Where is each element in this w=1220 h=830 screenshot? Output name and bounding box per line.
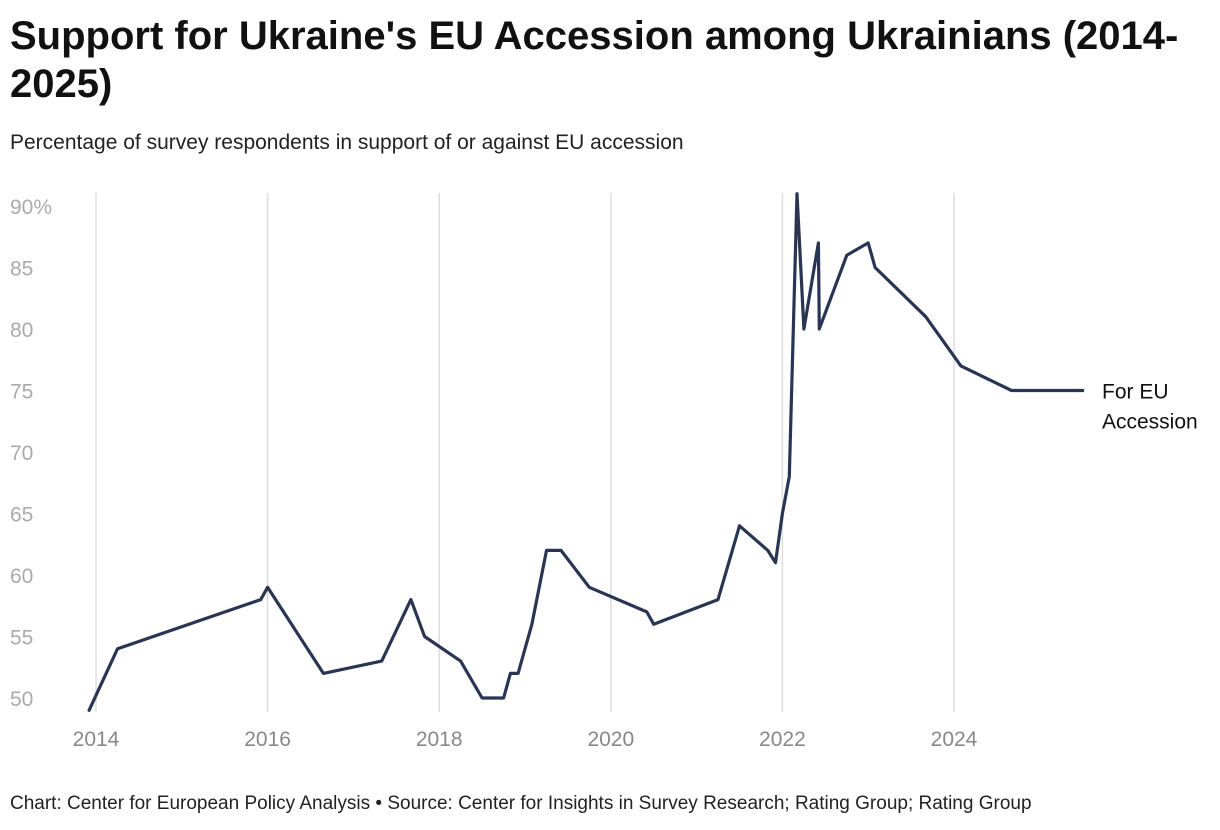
y-tick-label: 70 xyxy=(10,442,33,465)
y-tick-label: 80 xyxy=(10,319,33,342)
gridlines xyxy=(95,193,955,712)
x-tick-label: 2018 xyxy=(416,728,463,751)
x-tick-label: 2016 xyxy=(244,728,291,751)
x-tick-label: 2014 xyxy=(73,728,120,751)
series-end-label: For EU xyxy=(1102,381,1169,404)
y-tick-label: 50 xyxy=(10,688,33,711)
y-tick-label: 60 xyxy=(10,565,33,588)
series-lines xyxy=(87,192,1085,712)
chart-title: Support for Ukraine's EU Accession among… xyxy=(10,14,1179,106)
y-tick-label: 55 xyxy=(10,627,33,650)
series-labels: For EU Accession xyxy=(1102,381,1198,434)
x-tick-label: 2020 xyxy=(587,728,634,751)
chart-subtitle: Percentage of survey respondents in supp… xyxy=(10,131,684,154)
series-end-label: Accession xyxy=(1102,411,1198,434)
x-tick-label: 2022 xyxy=(759,728,806,751)
y-tick-label: 75 xyxy=(10,381,33,404)
y-axis-ticks: 90% 85 80 75 70 65 60 55 50 xyxy=(10,196,52,711)
x-axis-ticks: 2014 2016 2018 2020 2022 2024 xyxy=(73,728,978,751)
x-tick-label: 2024 xyxy=(931,728,978,751)
y-tick-label: 65 xyxy=(10,504,33,527)
series-line xyxy=(87,192,1085,712)
chart-source-credit: Chart: Center for European Policy Analys… xyxy=(10,793,1032,814)
y-tick-label: 90% xyxy=(10,196,52,219)
y-tick-label: 85 xyxy=(10,258,33,281)
